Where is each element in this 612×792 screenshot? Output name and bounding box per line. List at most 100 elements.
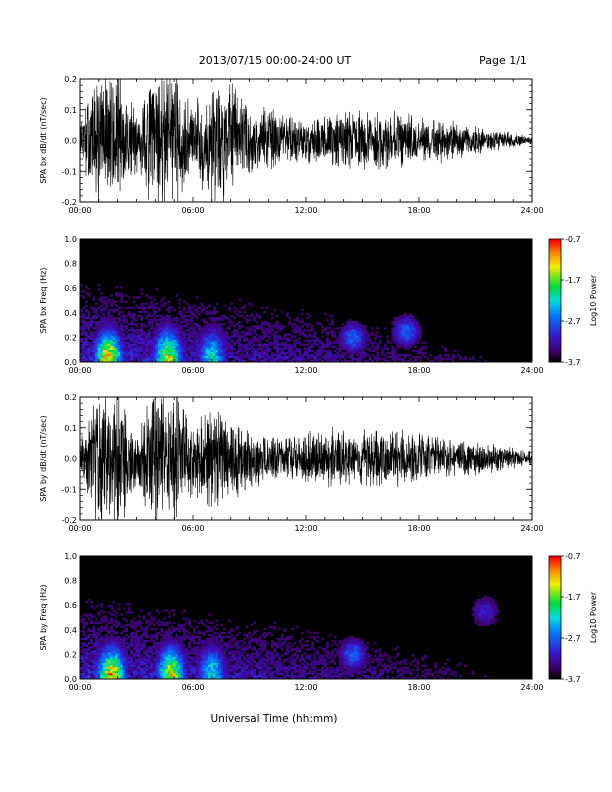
spectrogram-cell xyxy=(363,329,367,332)
spectrogram-cell xyxy=(160,345,164,348)
spectrogram-cell xyxy=(348,345,352,348)
spectrogram-cell xyxy=(170,351,174,355)
spectrogram-cell xyxy=(180,355,184,359)
spectrogram-cell xyxy=(190,660,194,663)
spectrogram-cell xyxy=(152,337,156,340)
spectrogram-cell xyxy=(250,662,254,665)
spectrogram-cell xyxy=(298,349,302,353)
spectrogram-cell xyxy=(112,638,116,641)
spectrogram-cell xyxy=(97,337,101,340)
spectrogram-cell xyxy=(300,646,304,649)
spectrogram-cell xyxy=(258,652,262,655)
spectrogram-cell xyxy=(203,335,206,338)
spectrogram-cell xyxy=(155,666,159,670)
spectrogram-cell xyxy=(105,676,108,680)
spectrogram-cell xyxy=(328,351,332,355)
spectrogram-cell xyxy=(353,345,357,348)
spectrogram-cell xyxy=(193,619,196,622)
spectrogram-cell xyxy=(150,343,154,346)
spectrogram-cell xyxy=(142,662,146,665)
spectrogram-cell xyxy=(238,349,242,353)
spectrogram-cell xyxy=(293,654,297,657)
spectrogram-cell xyxy=(180,359,184,363)
spectrogram-cell xyxy=(187,652,191,655)
colorbar-swatch xyxy=(549,257,561,260)
spectrogram-cell xyxy=(255,333,259,336)
spectrogram-cell xyxy=(97,654,101,657)
spectrogram-cell xyxy=(208,666,211,670)
spectrogram-cell xyxy=(172,327,176,330)
spectrogram-cell xyxy=(293,648,297,651)
spectrogram-cell xyxy=(338,339,342,342)
waveform-trace xyxy=(80,397,532,520)
spectrogram-cell xyxy=(288,333,292,336)
spectrogram-cell xyxy=(303,658,307,661)
spectrogram-cell xyxy=(193,642,196,645)
spectrogram-cell xyxy=(225,337,229,340)
spectrogram-cell xyxy=(190,327,194,330)
spectrogram-cell xyxy=(85,353,88,357)
spectrogram-cell xyxy=(210,638,214,641)
spectrogram-cell xyxy=(346,349,349,353)
spectrogram-cell xyxy=(268,656,272,659)
spectrogram-cell xyxy=(346,329,349,332)
spectrogram-cell xyxy=(200,656,204,659)
spectrogram-cell xyxy=(130,666,134,670)
spectrogram-cell xyxy=(100,635,103,639)
spectrogram-cell xyxy=(137,331,141,334)
spectrogram-cell xyxy=(398,337,402,340)
spectrogram-cell xyxy=(140,335,144,338)
spectrogram-cell xyxy=(439,353,442,357)
spectrogram-cell xyxy=(341,329,344,332)
spectrogram-cell xyxy=(152,359,156,363)
spectrogram-cell xyxy=(102,323,106,326)
spectrogram-cell xyxy=(306,325,309,328)
spectrogram-cell xyxy=(373,337,377,340)
spectrogram-cell xyxy=(411,321,415,324)
spectrogram-cell xyxy=(218,316,221,320)
spectrogram-cell xyxy=(145,621,149,624)
spectrogram-cell xyxy=(446,355,450,359)
spectrogram-cell xyxy=(112,648,116,651)
spectrogram-cell xyxy=(205,357,209,361)
spectrogram-cell xyxy=(132,306,136,309)
spectrogram-cell xyxy=(421,351,425,355)
spectrogram-cell xyxy=(233,638,236,641)
spectrogram-cell xyxy=(190,668,194,672)
spectrogram-cell xyxy=(258,339,262,342)
spectrogram-cell xyxy=(105,666,108,670)
spectrogram-cell xyxy=(258,635,262,639)
spectrogram-cell xyxy=(208,331,211,334)
spectrogram-cell xyxy=(293,668,297,672)
spectrogram-cell xyxy=(416,321,420,324)
spectrogram-cell xyxy=(213,329,216,332)
spectrogram-cell xyxy=(243,331,247,334)
spectrogram-cell xyxy=(122,321,126,324)
spectrogram-cell xyxy=(391,347,395,350)
spectrogram-cell xyxy=(95,323,98,326)
spectrogram-cell xyxy=(215,658,219,661)
spectrogram-cell xyxy=(135,644,139,647)
spectrogram-cell xyxy=(288,323,292,326)
spectrogram-cell xyxy=(110,325,113,328)
spectrogram-cell xyxy=(95,617,98,620)
spectrogram-cell xyxy=(107,650,111,653)
spectrogram-cell xyxy=(140,666,144,670)
spectrogram-cell xyxy=(137,343,141,346)
spectrogram-cell xyxy=(175,656,179,659)
spectrogram-cell xyxy=(160,321,164,324)
spectrogram-cell xyxy=(298,648,302,651)
spectrogram-cell xyxy=(147,635,151,639)
spectrogram-cell xyxy=(213,325,216,328)
spectrogram-cell xyxy=(401,329,405,332)
spectrogram-cell xyxy=(368,349,372,353)
spectrogram-cell xyxy=(225,339,229,342)
spectrogram-cell xyxy=(341,341,344,344)
spectrogram-cell xyxy=(351,331,355,334)
spectrogram-cell xyxy=(361,325,365,328)
spectrogram-cell xyxy=(160,654,164,657)
spectrogram-cell xyxy=(285,648,289,651)
spectrogram-cell xyxy=(180,644,184,647)
spectrogram-cell xyxy=(145,316,149,320)
spectrogram-cell xyxy=(157,355,161,359)
